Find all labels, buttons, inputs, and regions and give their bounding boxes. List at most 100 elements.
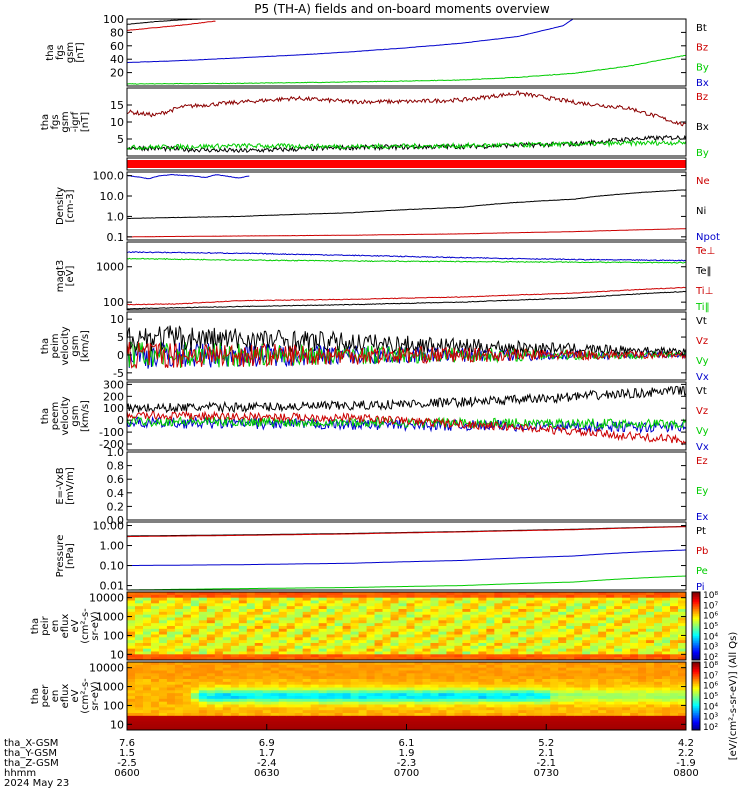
heatmap-cell	[430, 704, 440, 708]
heatmap-cell	[238, 715, 248, 720]
heatmap-cell	[358, 710, 368, 714]
heatmap-cell	[590, 687, 599, 691]
heatmap-cell	[318, 643, 328, 647]
heatmap-cell	[518, 648, 527, 653]
heatmap-cell	[174, 684, 184, 689]
heatmap-cell	[310, 693, 320, 697]
heatmap-cell	[134, 684, 144, 689]
heatmap-cell	[127, 713, 136, 717]
heatmap-cell	[166, 693, 176, 697]
heatmap-cell	[670, 643, 679, 647]
colorbar-swatch	[692, 612, 700, 615]
heatmap-cell	[566, 614, 575, 619]
heatmap-cell	[494, 631, 503, 636]
heatmap-cell	[294, 594, 304, 599]
legend-entry: Ex	[696, 512, 708, 523]
series-line	[127, 526, 686, 538]
heatmap-cell	[590, 664, 599, 669]
heatmap-cell	[318, 713, 328, 717]
heatmap-cell	[470, 614, 479, 619]
heatmap-cell	[518, 628, 527, 633]
heatmap-cell	[582, 611, 591, 616]
heatmap-cell	[254, 628, 264, 633]
heatmap-cell	[342, 645, 352, 650]
heatmap-cell	[558, 640, 567, 644]
heatmap-cell	[286, 637, 296, 641]
heatmap-cell	[654, 679, 663, 683]
heatmap-cell	[358, 715, 368, 720]
heatmap-cell	[558, 643, 567, 647]
heatmap-cell	[454, 628, 463, 633]
heatmap-cell	[374, 637, 384, 641]
heatmap-cell	[574, 637, 583, 641]
heatmap-cell	[358, 684, 368, 689]
heatmap-cell	[518, 696, 527, 700]
heatmap-cell	[366, 606, 376, 610]
colorbar-swatch	[692, 662, 700, 665]
heatmap-cell	[534, 679, 543, 683]
colorbar-swatch	[692, 670, 700, 673]
heatmap-cell	[342, 623, 352, 627]
heatmap-cell	[454, 614, 463, 619]
heatmap-cell	[278, 603, 288, 607]
heatmap-cell	[254, 623, 264, 627]
heatmap-cell	[470, 704, 479, 708]
heatmap-cell	[238, 673, 248, 677]
heatmap-cell	[158, 623, 168, 627]
heatmap-cell	[127, 673, 136, 677]
heatmap-cell	[438, 673, 448, 677]
heatmap-cell	[270, 670, 280, 674]
heatmap-cell	[502, 606, 511, 610]
heatmap-cell	[550, 628, 559, 633]
heatmap-cell	[662, 637, 671, 641]
heatmap-cell	[342, 643, 352, 647]
colorbar-swatch	[692, 672, 700, 675]
heatmap-cell	[270, 623, 280, 627]
heatmap-cell	[638, 701, 647, 706]
heatmap-cell	[478, 617, 487, 621]
heatmap-cell	[214, 664, 224, 669]
heatmap-cell	[150, 721, 160, 725]
heatmap-cell	[598, 651, 607, 655]
heatmap-cell	[638, 696, 647, 700]
y-axis-label: [cm-3]	[65, 189, 76, 222]
heatmap-cell	[638, 640, 647, 644]
heatmap-cell	[158, 707, 168, 711]
heatmap-cell	[262, 640, 272, 644]
heatmap-cell	[646, 724, 655, 728]
series-line	[127, 19, 215, 26]
heatmap-cell	[150, 696, 160, 700]
heatmap-cell	[462, 592, 471, 596]
heatmap-cell	[646, 727, 655, 730]
heatmap-cell	[534, 657, 543, 660]
heatmap-cell	[622, 707, 631, 711]
heatmap-cell	[414, 657, 424, 660]
heatmap-cell	[638, 727, 647, 730]
heatmap-cell	[598, 623, 607, 627]
heatmap-cell	[214, 713, 224, 717]
heatmap-cell	[150, 645, 160, 650]
heatmap-cell	[630, 670, 639, 674]
heatmap-cell	[254, 637, 264, 641]
heatmap-cell	[134, 681, 144, 686]
heatmap-cell	[638, 611, 647, 616]
heatmap-cell	[366, 718, 376, 723]
heatmap-cell	[142, 662, 152, 666]
heatmap-cell	[174, 597, 184, 602]
heatmap-cell	[678, 681, 686, 686]
heatmap-cell	[358, 594, 368, 599]
heatmap-cell	[342, 679, 352, 683]
heatmap-cell	[310, 631, 320, 636]
heatmap-cell	[198, 679, 208, 683]
heatmap-cell	[470, 718, 479, 723]
heatmap-cell	[318, 617, 328, 621]
heatmap-cell	[158, 667, 168, 672]
heatmap-cell	[486, 620, 495, 624]
heatmap-cell	[174, 631, 184, 636]
heatmap-cell	[350, 617, 360, 621]
heatmap-cell	[638, 667, 647, 672]
heatmap-cell	[310, 721, 320, 725]
heatmap-cell	[358, 664, 368, 669]
heatmap-cell	[526, 693, 535, 697]
